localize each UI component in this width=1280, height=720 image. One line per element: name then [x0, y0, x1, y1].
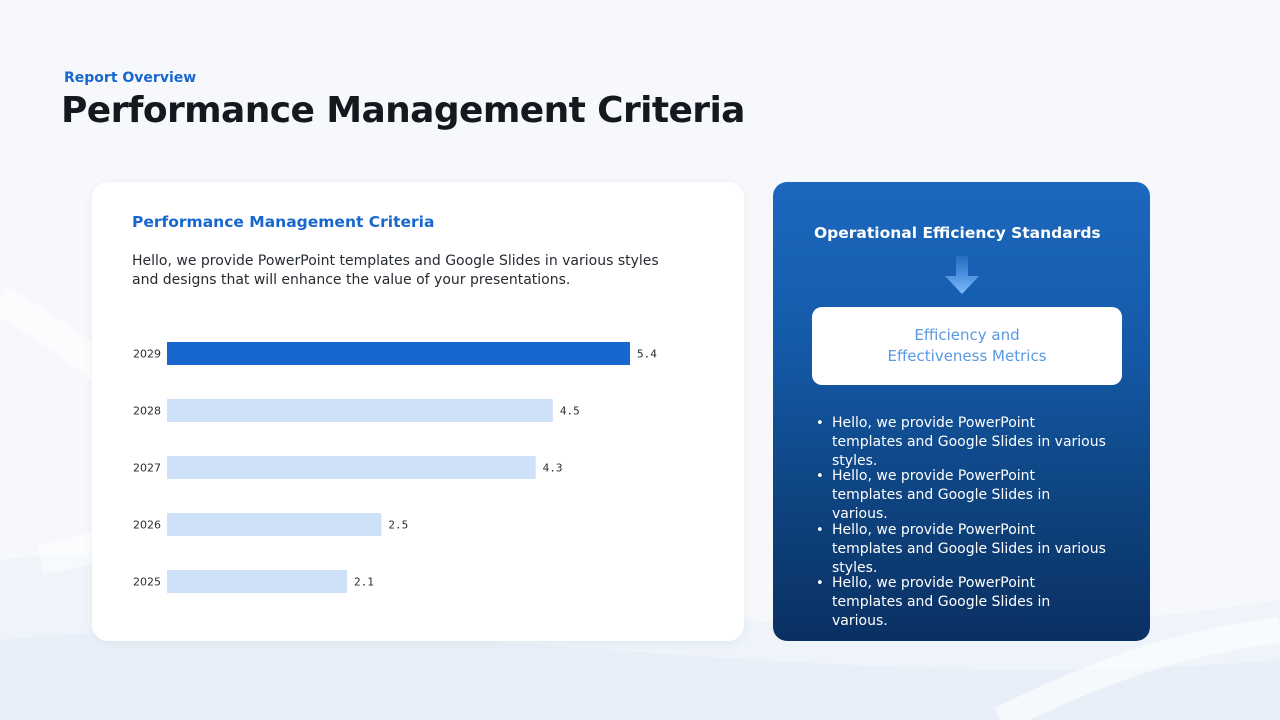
- operational-efficiency-panel: Operational Efficiency Standards Efficie…: [773, 182, 1150, 641]
- bar-2028: [167, 399, 553, 422]
- bar-2026: [167, 513, 382, 536]
- bar-2025: [167, 570, 348, 593]
- category-label: 2029: [133, 348, 161, 361]
- category-label: 2027: [133, 462, 161, 475]
- bullet-dot: •: [816, 416, 824, 431]
- bullet-text: Hello, we provide PowerPoint templates a…: [832, 522, 1106, 576]
- bullet-item: • Hello, we provide PowerPoint templates…: [814, 414, 1106, 471]
- arrow-down-icon: [945, 256, 979, 294]
- bullet-dot: •: [816, 523, 824, 538]
- bullet-item: • Hello, we provide PowerPoint templates…: [814, 467, 1064, 524]
- chart-card: Performance Management Criteria Hello, w…: [92, 182, 744, 641]
- bullet-text: Hello, we provide PowerPoint templates a…: [832, 575, 1051, 629]
- category-label: 2026: [133, 519, 161, 532]
- bar-2027: [167, 456, 536, 479]
- value-label: 4.5: [560, 405, 580, 418]
- bullet-item: • Hello, we provide PowerPoint templates…: [814, 521, 1106, 578]
- value-label: 2.5: [388, 519, 408, 532]
- bullet-dot: •: [816, 469, 824, 484]
- bullet-item: • Hello, we provide PowerPoint templates…: [814, 574, 1106, 631]
- value-label: 4.3: [543, 462, 563, 475]
- chart-card-heading: Performance Management Criteria: [132, 213, 435, 231]
- bullet-dot: •: [816, 576, 824, 591]
- bar-2029: [167, 342, 630, 365]
- category-label: 2028: [133, 405, 161, 418]
- panel-heading: Operational Efficiency Standards: [814, 224, 1101, 242]
- metrics-line-2: Effectiveness Metrics: [887, 347, 1047, 365]
- bullet-text: Hello, we provide PowerPoint templates a…: [832, 468, 1051, 522]
- page-title: Performance Management Criteria: [61, 90, 745, 131]
- metrics-line-1: Efficiency and: [914, 326, 1020, 344]
- metrics-text: Efficiency and Effectiveness Metrics: [847, 325, 1087, 367]
- category-label: 2025: [133, 576, 161, 589]
- value-label: 2.1: [354, 576, 374, 589]
- bullet-text: Hello, we provide PowerPoint templates a…: [832, 415, 1106, 469]
- chart-card-description: Hello, we provide PowerPoint templates a…: [132, 253, 659, 288]
- metrics-box: Efficiency and Effectiveness Metrics: [812, 307, 1122, 385]
- report-overview-label: Report Overview: [64, 70, 197, 86]
- value-label: 5.4: [637, 348, 657, 361]
- bar-chart: 2029 5.4 2028 4.5 2027 4.3 2026 2.5 2025 2.1: [133, 342, 657, 593]
